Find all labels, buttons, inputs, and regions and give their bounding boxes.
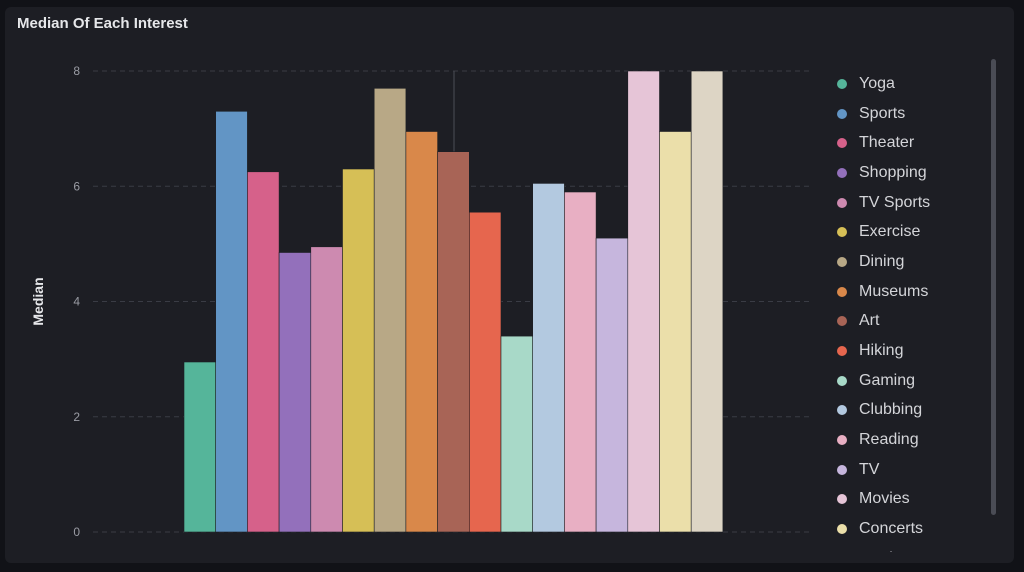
legend-item-gaming[interactable]: Gaming: [837, 366, 987, 396]
legend-label: Reading: [859, 431, 919, 449]
legend-dot-icon: [837, 167, 847, 178]
bar-gaming[interactable]: [500, 335, 534, 533]
legend-dot-icon: [837, 108, 847, 119]
legend-scrollbar[interactable]: [991, 59, 996, 515]
bar-yoga[interactable]: [183, 361, 217, 533]
legend-item-reading[interactable]: Reading: [837, 425, 987, 455]
bar-reading[interactable]: [564, 191, 597, 533]
bar-shopping[interactable]: [278, 252, 312, 533]
legend-dot-icon: [837, 524, 847, 535]
bar-museums[interactable]: [405, 131, 438, 533]
bar-sports[interactable]: [215, 111, 248, 533]
legend-item-art[interactable]: Art: [837, 307, 987, 337]
bar-chart: 0 2 4 6 8 Median: [30, 64, 813, 539]
legend-item-concerts[interactable]: Concerts: [837, 514, 987, 544]
legend-label: Music: [859, 550, 901, 552]
legend-dot-icon: [837, 138, 847, 149]
legend-dot-icon: [837, 227, 847, 238]
legend-dot-icon: [837, 286, 847, 297]
legend-label: Art: [859, 312, 880, 330]
legend-label: Dining: [859, 252, 905, 270]
legend: Yoga Sports Theater Shopping TV Sports Exerci…: [837, 69, 987, 552]
legend-label: Shopping: [859, 163, 927, 181]
legend-item-dining[interactable]: Dining: [837, 247, 987, 277]
y-tick-label: 4: [73, 295, 80, 309]
y-tick-label: 8: [73, 64, 80, 78]
legend-item-movies[interactable]: Movies: [837, 485, 987, 515]
legend-dot-icon: [837, 405, 847, 416]
legend-label: TV: [859, 460, 880, 478]
y-tick-label: 0: [73, 525, 80, 539]
y-tick-label: 2: [73, 410, 80, 424]
bar-concerts[interactable]: [659, 131, 692, 533]
y-tick-label: 6: [73, 179, 80, 193]
legend-item-exercise[interactable]: Exercise: [837, 217, 987, 247]
y-axis-label: Median: [30, 277, 46, 325]
bar-tv[interactable]: [595, 237, 629, 533]
legend-item-museums[interactable]: Museums: [837, 277, 987, 307]
legend-dot-icon: [837, 464, 847, 475]
legend-dot-icon: [837, 316, 847, 327]
legend-dot-icon: [837, 435, 847, 446]
legend-label: Movies: [859, 490, 910, 508]
legend-item-music[interactable]: Music: [837, 544, 987, 552]
legend-label: Yoga: [859, 74, 895, 92]
legend-label: Gaming: [859, 371, 916, 389]
panel-title: Median Of Each Interest: [17, 15, 188, 32]
legend-label: Sports: [859, 104, 906, 122]
chart-panel: Median Of Each Interest 0 2 4 6 8 Median Yoga…: [5, 7, 1014, 563]
bar-dining[interactable]: [373, 88, 407, 533]
legend-label: TV Sports: [859, 193, 931, 211]
bar-tv-sports[interactable]: [310, 246, 343, 533]
bar-clubbing[interactable]: [532, 183, 565, 533]
bar-art[interactable]: [437, 151, 470, 533]
bar-exercise[interactable]: [342, 168, 375, 533]
bar-hiking[interactable]: [468, 211, 502, 533]
legend-label: Exercise: [859, 223, 921, 241]
bar-music[interactable]: [690, 70, 724, 533]
legend-dot-icon: [837, 256, 847, 267]
bar-movies[interactable]: [627, 70, 660, 533]
legend-item-yoga[interactable]: Yoga: [837, 69, 987, 99]
bar-theater[interactable]: [247, 171, 280, 533]
legend-label: Museums: [859, 282, 929, 300]
legend-item-hiking[interactable]: Hiking: [837, 336, 987, 366]
legend-label: Hiking: [859, 342, 904, 360]
legend-dot-icon: [837, 346, 847, 357]
legend-item-theater[interactable]: Theater: [837, 128, 987, 158]
legend-item-shopping[interactable]: Shopping: [837, 158, 987, 188]
legend-label: Theater: [859, 134, 915, 152]
legend-item-sports[interactable]: Sports: [837, 99, 987, 129]
legend-dot-icon: [837, 375, 847, 386]
legend-item-tv[interactable]: TV: [837, 455, 987, 485]
legend-label: Concerts: [859, 520, 924, 538]
legend-dot-icon: [837, 197, 847, 208]
legend-item-tv-sports[interactable]: TV Sports: [837, 188, 987, 218]
legend-item-clubbing[interactable]: Clubbing: [837, 396, 987, 426]
legend-dot-icon: [837, 78, 847, 89]
legend-dot-icon: [837, 494, 847, 505]
legend-label: Clubbing: [859, 401, 923, 419]
